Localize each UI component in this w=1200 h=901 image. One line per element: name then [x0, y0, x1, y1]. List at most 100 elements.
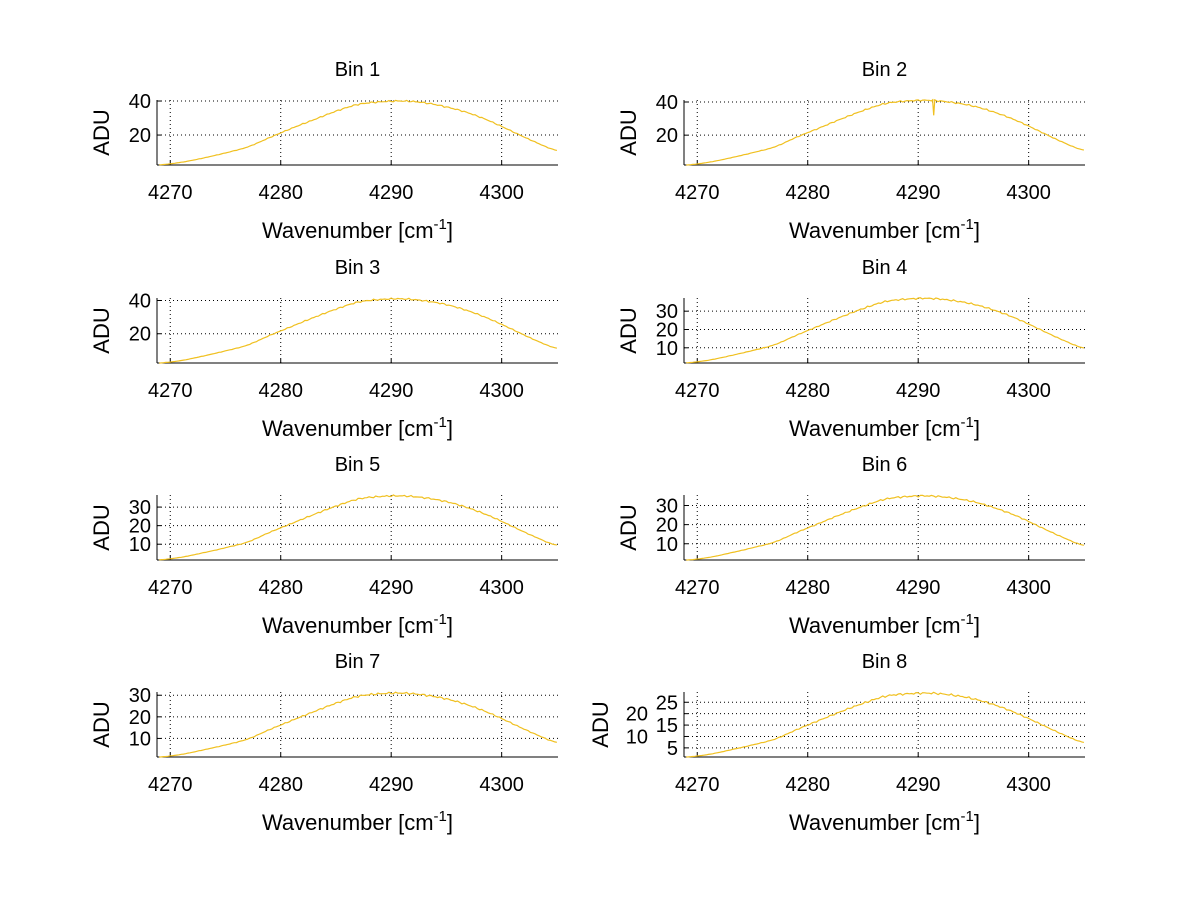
x-axis-label-superscript: -1: [961, 808, 974, 825]
x-axis-label-text: Wavenumber [cm: [262, 613, 434, 638]
x-axis-label: Wavenumber [cm-1]: [789, 216, 980, 243]
y-tick-label: 10: [129, 534, 151, 556]
data-line: [686, 98, 1085, 166]
x-axis-label-bracket: ]: [974, 218, 980, 243]
data-line: [159, 494, 558, 561]
x-tick-label: 4280: [258, 380, 303, 402]
x-tick-label: 4290: [369, 182, 414, 204]
x-axis-label-text: Wavenumber [cm: [789, 218, 961, 243]
subplot-title: Bin 8: [862, 651, 908, 673]
x-axis-label-superscript: -1: [961, 611, 974, 628]
x-axis-label-bracket: ]: [447, 416, 453, 441]
y-axis-label: ADU: [89, 307, 114, 353]
x-axis-label-text: Wavenumber [cm: [262, 810, 434, 835]
x-axis-label-superscript: -1: [961, 216, 974, 233]
data-line: [159, 691, 558, 758]
y-tick-label: 15: [656, 715, 678, 737]
x-axis-label-superscript: -1: [434, 808, 447, 825]
x-tick-label: 4270: [148, 380, 193, 402]
x-axis-label-text: Wavenumber [cm: [262, 218, 434, 243]
subplot-8: 4270 4280 4290 4300 5 10 15 20 25 Bin 8 Wavenumber…: [588, 651, 1085, 835]
y-tick-label: 20: [656, 125, 678, 147]
x-tick-label: 4270: [675, 774, 720, 796]
x-tick-label: 4300: [479, 774, 524, 796]
x-tick-label: 4270: [675, 380, 720, 402]
x-tick-label: 4270: [675, 577, 720, 599]
y-axis-label: ADU: [616, 307, 641, 353]
x-tick-label: 4270: [148, 182, 193, 204]
y-tick-label: 40: [129, 290, 151, 312]
x-tick-label: 4290: [369, 577, 414, 599]
y-tick-label: 40: [129, 91, 151, 113]
data-line: [159, 297, 558, 364]
subplot-2: 4270 4280 4290 4300 20 40 Bin 2 Wavenumber [cm-…: [616, 59, 1085, 243]
x-tick-label: 4280: [785, 577, 830, 599]
x-tick-label: 4300: [1006, 380, 1051, 402]
x-axis-label: Wavenumber [cm-1]: [262, 808, 453, 835]
x-axis-label: Wavenumber [cm-1]: [262, 216, 453, 243]
x-tick-label: 4270: [148, 577, 193, 599]
x-axis-label-bracket: ]: [447, 218, 453, 243]
x-tick-label: 4300: [479, 380, 524, 402]
x-tick-label: 4300: [1006, 577, 1051, 599]
x-axis-label-text: Wavenumber [cm: [262, 416, 434, 441]
y-tick-label: 30: [129, 685, 151, 707]
data-line: [686, 297, 1085, 364]
y-axis-label: ADU: [588, 701, 613, 747]
x-axis-label-text: Wavenumber [cm: [789, 613, 961, 638]
y-tick-label: 10: [656, 338, 678, 360]
y-tick-label: 20: [129, 516, 151, 538]
x-tick-label: 4290: [369, 774, 414, 796]
data-line: [159, 99, 558, 166]
x-tick-label: 4300: [479, 182, 524, 204]
y-axis-label: ADU: [616, 504, 641, 550]
x-tick-label: 4280: [258, 182, 303, 204]
y-tick-label: 10: [626, 726, 648, 748]
x-axis-label: Wavenumber [cm-1]: [789, 611, 980, 638]
x-tick-label: 4300: [1006, 774, 1051, 796]
x-axis-label-text: Wavenumber [cm: [789, 810, 961, 835]
x-axis-label-superscript: -1: [961, 414, 974, 431]
y-tick-label: 30: [129, 497, 151, 519]
y-tick-label: 25: [656, 692, 678, 714]
subplot-title: Bin 1: [335, 59, 381, 81]
x-axis-label-bracket: ]: [974, 810, 980, 835]
subplot-title: Bin 5: [335, 454, 381, 476]
y-tick-label: 10: [656, 534, 678, 556]
y-tick-label: 20: [656, 515, 678, 537]
subplot-title: Bin 3: [335, 257, 381, 279]
x-tick-label: 4280: [785, 380, 830, 402]
y-tick-label: 5: [667, 738, 678, 760]
x-axis-label-bracket: ]: [447, 613, 453, 638]
x-tick-label: 4290: [896, 577, 941, 599]
y-tick-label: 30: [656, 301, 678, 323]
x-axis-label: Wavenumber [cm-1]: [262, 611, 453, 638]
x-axis-label: Wavenumber [cm-1]: [789, 808, 980, 835]
subplot-title: Bin 2: [862, 59, 908, 81]
y-tick-label: 20: [129, 324, 151, 346]
x-axis-label-superscript: -1: [434, 216, 447, 233]
x-axis-label: Wavenumber [cm-1]: [262, 414, 453, 441]
x-tick-label: 4280: [258, 577, 303, 599]
data-line: [686, 494, 1085, 561]
subplot-1: 4270 4280 4290 4300 20 40 Bin 1 Wavenumber [cm-…: [89, 59, 558, 243]
x-axis-label-text: Wavenumber [cm: [789, 416, 961, 441]
x-axis-label: Wavenumber [cm-1]: [789, 414, 980, 441]
y-tick-label: 30: [656, 496, 678, 518]
y-tick-label: 20: [129, 125, 151, 147]
data-line: [686, 691, 1085, 758]
x-tick-label: 4280: [785, 774, 830, 796]
x-axis-label-bracket: ]: [974, 613, 980, 638]
subplot-title: Bin 4: [862, 257, 908, 279]
x-axis-label-bracket: ]: [447, 810, 453, 835]
y-tick-label: 20: [626, 704, 648, 726]
subplot-title: Bin 7: [335, 651, 381, 673]
y-axis-label: ADU: [89, 109, 114, 155]
y-tick-label: 20: [129, 707, 151, 729]
x-axis-label-superscript: -1: [434, 611, 447, 628]
x-axis-label-bracket: ]: [974, 416, 980, 441]
y-axis-label: ADU: [89, 504, 114, 550]
